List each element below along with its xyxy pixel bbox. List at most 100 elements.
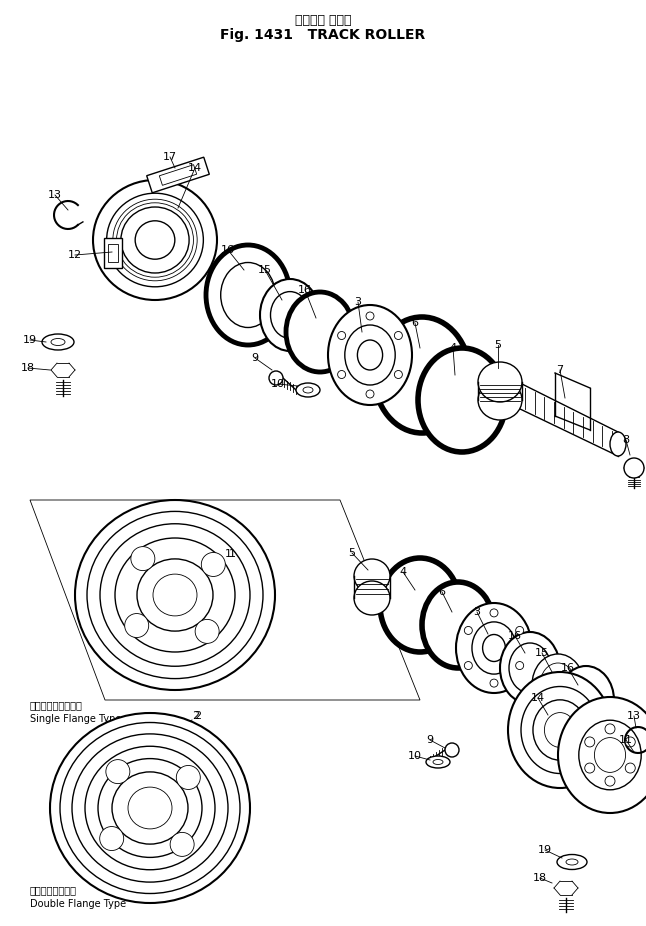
Circle shape (516, 627, 524, 634)
Text: Single Flange Type: Single Flange Type (30, 714, 121, 724)
Text: 6: 6 (439, 587, 446, 597)
Text: 16: 16 (221, 245, 235, 255)
Ellipse shape (545, 713, 576, 747)
Bar (108, 244, 118, 262)
Ellipse shape (418, 348, 506, 452)
Ellipse shape (426, 756, 450, 768)
Circle shape (131, 546, 155, 570)
Ellipse shape (107, 194, 203, 287)
Ellipse shape (137, 559, 213, 632)
Bar (160, 165, 196, 185)
Ellipse shape (303, 387, 313, 393)
Circle shape (269, 371, 283, 385)
Text: 4: 4 (399, 567, 406, 577)
Text: 19: 19 (23, 335, 37, 345)
Circle shape (366, 312, 374, 320)
Circle shape (106, 759, 130, 783)
Text: 10: 10 (408, 751, 422, 761)
Ellipse shape (153, 574, 197, 616)
Ellipse shape (521, 686, 599, 773)
Ellipse shape (60, 722, 240, 894)
Circle shape (464, 661, 472, 669)
Circle shape (99, 827, 123, 851)
Ellipse shape (579, 720, 641, 790)
Ellipse shape (478, 362, 522, 402)
Ellipse shape (112, 772, 188, 845)
Text: 11: 11 (619, 735, 633, 745)
Text: 9: 9 (251, 353, 258, 363)
Text: 1: 1 (229, 549, 236, 559)
Ellipse shape (610, 432, 626, 456)
Ellipse shape (508, 672, 612, 788)
Circle shape (625, 737, 635, 747)
Text: 13: 13 (627, 711, 641, 721)
Ellipse shape (286, 292, 354, 372)
Circle shape (176, 766, 200, 790)
Ellipse shape (433, 759, 443, 765)
Bar (104, 238, 122, 268)
Circle shape (338, 370, 346, 379)
Ellipse shape (472, 622, 516, 674)
Text: 8: 8 (623, 435, 630, 445)
Ellipse shape (296, 383, 320, 397)
Ellipse shape (271, 292, 309, 338)
Circle shape (125, 614, 149, 637)
Circle shape (605, 776, 615, 786)
Text: 14: 14 (188, 163, 202, 173)
Text: 2: 2 (194, 711, 202, 721)
Text: 19: 19 (538, 845, 552, 855)
Ellipse shape (509, 643, 551, 693)
Ellipse shape (354, 581, 390, 615)
Circle shape (394, 370, 402, 379)
Ellipse shape (100, 524, 250, 666)
Circle shape (490, 609, 498, 617)
Ellipse shape (135, 220, 175, 259)
Text: 3: 3 (355, 297, 362, 307)
Circle shape (516, 661, 524, 669)
Ellipse shape (357, 340, 382, 370)
Text: 6: 6 (412, 318, 419, 328)
Text: 13: 13 (48, 190, 62, 200)
Bar (147, 157, 209, 193)
Text: 7: 7 (556, 365, 563, 375)
Ellipse shape (72, 734, 228, 882)
Text: 17: 17 (163, 152, 177, 162)
Ellipse shape (422, 582, 494, 668)
Ellipse shape (51, 339, 65, 345)
Circle shape (195, 619, 219, 644)
Ellipse shape (532, 654, 584, 716)
Circle shape (490, 679, 498, 687)
Circle shape (338, 332, 346, 340)
Ellipse shape (557, 855, 587, 870)
Ellipse shape (533, 700, 587, 760)
Ellipse shape (456, 603, 532, 693)
Circle shape (624, 458, 644, 478)
Text: 16: 16 (298, 285, 312, 295)
Ellipse shape (500, 632, 560, 704)
Ellipse shape (558, 697, 646, 813)
Text: 18: 18 (533, 873, 547, 883)
Ellipse shape (345, 325, 395, 385)
Ellipse shape (93, 180, 217, 300)
Ellipse shape (121, 207, 189, 273)
Circle shape (170, 832, 194, 857)
Text: ダブルフランジ型: ダブルフランジ型 (30, 885, 77, 895)
Circle shape (585, 737, 595, 747)
Text: 2: 2 (193, 711, 200, 721)
Ellipse shape (221, 262, 275, 328)
Text: 14: 14 (531, 693, 545, 703)
Circle shape (625, 763, 635, 773)
Text: Fig. 1431   TRACK ROLLER: Fig. 1431 TRACK ROLLER (220, 28, 426, 42)
Text: 5: 5 (348, 548, 355, 558)
Ellipse shape (354, 559, 390, 593)
Ellipse shape (594, 738, 625, 772)
Circle shape (605, 724, 615, 734)
Ellipse shape (483, 634, 505, 661)
Ellipse shape (206, 245, 290, 345)
Ellipse shape (328, 305, 412, 405)
Text: Double Flange Type: Double Flange Type (30, 899, 126, 909)
Ellipse shape (374, 317, 470, 433)
Ellipse shape (128, 787, 172, 829)
Text: 15: 15 (258, 265, 272, 275)
Circle shape (585, 763, 595, 773)
